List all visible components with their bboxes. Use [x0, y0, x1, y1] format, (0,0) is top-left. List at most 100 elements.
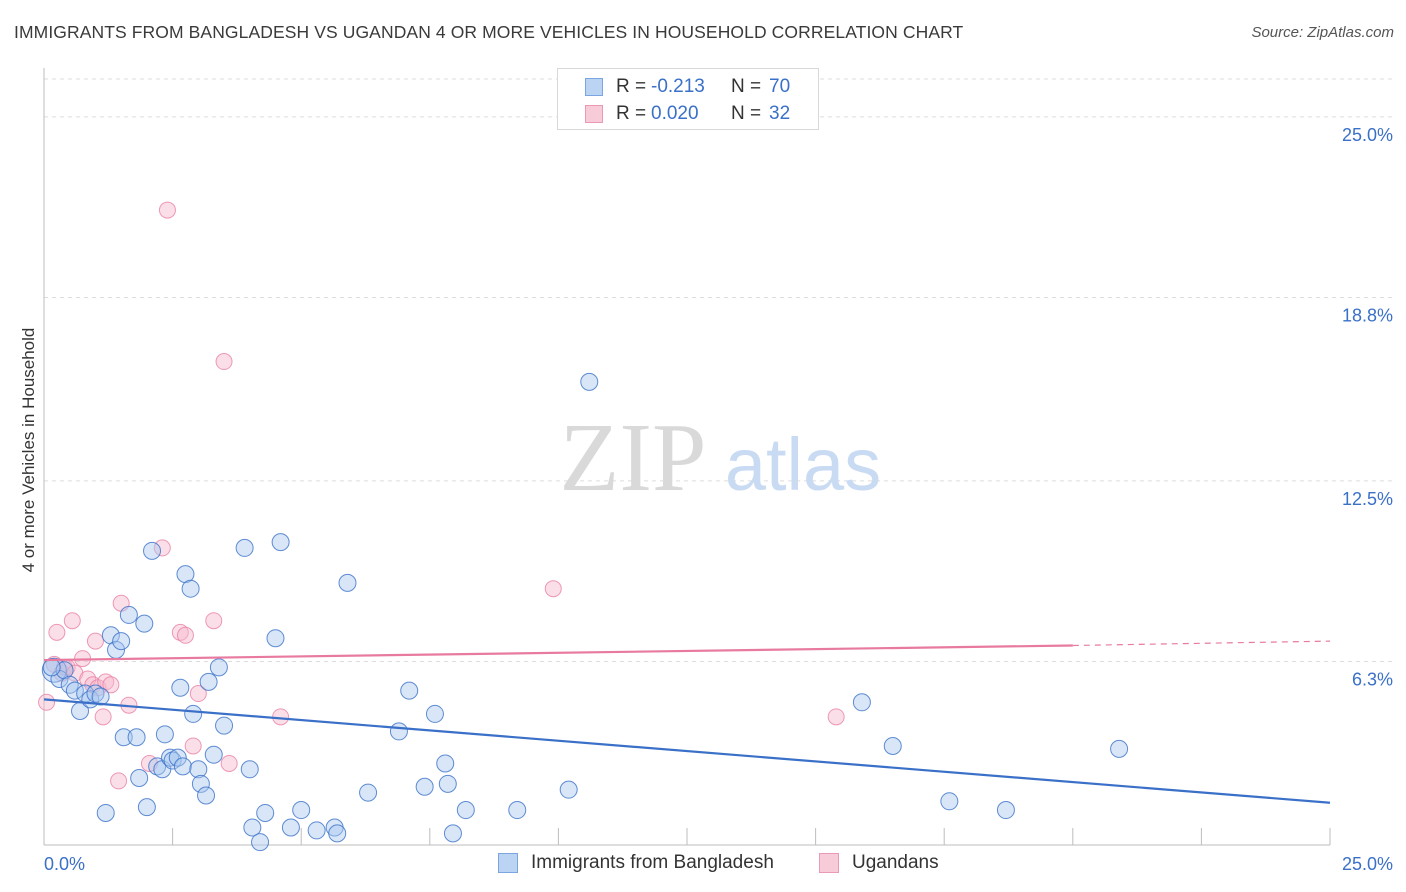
ugandans-point: [153, 539, 171, 557]
bangladesh-point: [127, 728, 146, 747]
bangladesh-point: [389, 722, 408, 741]
ugandans-points: [38, 201, 845, 790]
bangladesh-point: [181, 579, 200, 598]
y-tick-label: 12.5%: [1342, 489, 1393, 509]
bangladesh-point: [338, 573, 357, 592]
watermark-zip: ZIP: [560, 404, 707, 512]
ugandans-point: [158, 201, 176, 219]
ugandans-point: [48, 623, 66, 641]
trend-lines: [43, 640, 1331, 804]
y-tick-label: 6.3%: [1352, 670, 1393, 690]
y-tick-label: 25.0%: [1342, 125, 1393, 145]
ugandans-point: [827, 708, 845, 726]
bangladesh-point: [163, 751, 182, 770]
ugandans-swatch: [819, 853, 839, 873]
bangladesh-point: [436, 754, 455, 773]
bangladesh-point: [559, 780, 578, 799]
bangladesh-point: [114, 728, 133, 747]
bangladesh-point: [189, 760, 208, 779]
bangladesh-point: [580, 372, 599, 391]
bangladesh-point: [415, 777, 434, 796]
ugandans-point: [544, 580, 562, 598]
bangladesh-point: [883, 736, 902, 755]
y-axis-label-wrap: 4 or more Vehicles in Household: [14, 280, 44, 620]
ugandans-point: [38, 693, 56, 711]
bangladesh-point: [184, 704, 203, 723]
ugandans-point: [94, 708, 112, 726]
bangladesh-point: [996, 801, 1015, 820]
bangladesh-point: [42, 658, 61, 677]
stat-row-ugandans: R = 0.020 N = 32: [558, 101, 818, 127]
bangladesh-point: [1110, 739, 1129, 758]
bangladesh-point: [191, 774, 210, 793]
y-tick-label: 18.8%: [1342, 305, 1393, 325]
bangladesh-point: [137, 798, 156, 817]
stat-legend: R = -0.213 N = 70 R = 0.020 N = 32: [557, 68, 819, 130]
bangladesh-point: [307, 821, 326, 840]
bangladesh-point: [130, 769, 149, 788]
stat-row-bangladesh: R = -0.213 N = 70: [558, 74, 818, 100]
bangladesh-point: [155, 725, 174, 744]
ugandans-point: [189, 685, 207, 703]
r-value: 0.020: [651, 103, 699, 124]
ugandans-point: [171, 623, 189, 641]
x-tick-label: 0.0%: [44, 854, 85, 874]
bangladesh-point: [112, 632, 131, 651]
bangladesh-point: [171, 678, 190, 697]
bangladesh-point: [197, 786, 216, 805]
bangladesh-point: [215, 716, 234, 735]
bangladesh-point: [65, 681, 84, 700]
legend-label: Immigrants from Bangladesh: [531, 852, 774, 873]
bangladesh-point: [204, 745, 223, 764]
bangladesh-point: [143, 541, 162, 560]
n-label: N =: [731, 76, 762, 97]
y-axis-label: 4 or more Vehicles in Household: [19, 327, 38, 573]
bangladesh-point: [271, 533, 290, 552]
ugandans-point: [176, 626, 194, 644]
legend-label: Ugandans: [852, 852, 939, 873]
bangladesh-point: [209, 658, 228, 677]
bangladesh-point: [148, 757, 167, 776]
tick-labels: 6.3% 12.5% 18.8% 25.0% 0.0% 25.0%: [44, 125, 1393, 874]
bangladesh-point: [96, 803, 115, 822]
bangladesh-point: [86, 684, 105, 703]
bangladesh-trend-line: [43, 698, 1331, 804]
bangladesh-point: [852, 693, 871, 712]
gridlines: [44, 78, 1392, 663]
bangladesh-points: [41, 372, 1129, 852]
ugandans-point: [63, 612, 81, 630]
ugandans-swatch: [585, 105, 603, 123]
n-value: 70: [769, 76, 791, 97]
bangladesh-point: [400, 681, 419, 700]
watermark: ZIP atlas: [560, 404, 882, 512]
bangladesh-point: [235, 538, 254, 557]
bangladesh-point: [41, 657, 67, 683]
bangladesh-point: [266, 629, 285, 648]
bangladesh-point: [256, 803, 275, 822]
ugandans-point: [205, 612, 223, 630]
watermark-atlas: atlas: [725, 423, 881, 506]
bangladesh-point: [292, 801, 311, 820]
r-label: R =: [616, 76, 647, 97]
bangladesh-point: [168, 748, 187, 767]
ugandans-point: [184, 737, 202, 755]
bangladesh-point: [438, 774, 457, 793]
bangladesh-point: [251, 833, 270, 852]
ugandans-trend-line: [43, 644, 1073, 662]
bangladesh-point: [281, 818, 300, 837]
ugandans-point: [102, 676, 120, 694]
bangladesh-point: [101, 626, 120, 645]
bangladesh-swatch: [585, 78, 603, 96]
bottom-legend: Immigrants from Bangladesh Ugandans: [0, 851, 1406, 877]
ugandans-point: [110, 772, 128, 790]
bangladesh-point: [243, 818, 262, 837]
bangladesh-point: [328, 824, 347, 843]
source-label[interactable]: Source: ZipAtlas.com: [1251, 24, 1394, 41]
bangladesh-point: [508, 801, 527, 820]
bangladesh-point: [940, 792, 959, 811]
bangladesh-point: [161, 748, 180, 767]
ugandans-point: [220, 754, 238, 772]
chart-title: IMMIGRANTS FROM BANGLADESH VS UGANDAN 4 …: [14, 22, 964, 42]
bangladesh-point: [135, 614, 154, 633]
